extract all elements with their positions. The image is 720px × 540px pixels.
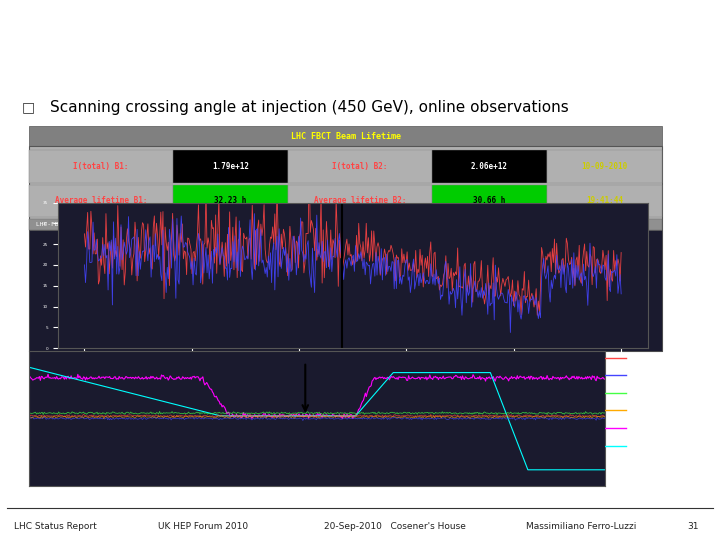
- Text: LHC-FBCT Average Lifetime: LHC-FBCT Average Lifetime: [36, 222, 130, 227]
- FancyBboxPatch shape: [173, 185, 288, 217]
- Text: Separation: Separation: [632, 443, 659, 448]
- Text: Massimiliano Ferro-Luzzi: Massimiliano Ferro-Luzzi: [526, 522, 636, 531]
- Text: 20-Sep-2010   Cosener's House: 20-Sep-2010 Cosener's House: [324, 522, 466, 531]
- FancyBboxPatch shape: [29, 150, 173, 183]
- Text: Horizontal Beam 1: Horizontal Beam 1: [632, 355, 678, 360]
- FancyBboxPatch shape: [29, 219, 662, 230]
- Text: 30.66 h: 30.66 h: [474, 197, 505, 205]
- Text: 31: 31: [687, 522, 698, 531]
- FancyBboxPatch shape: [29, 146, 662, 351]
- Text: 1.79e+12: 1.79e+12: [212, 162, 249, 171]
- Text: 2.06e+12: 2.06e+12: [471, 162, 508, 171]
- FancyBboxPatch shape: [547, 150, 662, 183]
- Text: Scanning crossing angle at injection (450 Ge​V), online observations: Scanning crossing angle at injection (45…: [50, 100, 569, 116]
- Text: Horizontal Beam 2: Horizontal Beam 2: [632, 373, 678, 378]
- FancyBboxPatch shape: [547, 185, 662, 217]
- Text: Beam-beam effects: Beam-beam effects: [14, 23, 288, 47]
- Text: LHC Status Report: LHC Status Report: [14, 522, 97, 531]
- Text: 10-09-2010: 10-09-2010: [582, 162, 628, 171]
- Text: 19:41:44: 19:41:44: [586, 197, 624, 205]
- Text: Vertical Beam 1: Vertical Beam 1: [632, 390, 670, 395]
- Text: Average lifetime B2:: Average lifetime B2:: [314, 197, 406, 205]
- FancyBboxPatch shape: [29, 126, 662, 146]
- Text: Crossing angle: Crossing angle: [632, 426, 668, 430]
- Text: Average lifetime B1:: Average lifetime B1:: [55, 197, 147, 205]
- Text: LHC FBCT Beam Lifetime: LHC FBCT Beam Lifetime: [291, 132, 400, 140]
- Text: Vertical Beam 2: Vertical Beam 2: [632, 408, 670, 413]
- X-axis label: Time: Time: [346, 368, 359, 373]
- X-axis label: Time: Time: [310, 505, 323, 510]
- FancyBboxPatch shape: [288, 150, 432, 183]
- FancyBboxPatch shape: [432, 185, 547, 217]
- Text: μrad: μrad: [608, 412, 613, 425]
- FancyBboxPatch shape: [173, 150, 288, 183]
- Text: □: □: [22, 100, 35, 114]
- Text: I(total) B1:: I(total) B1:: [73, 162, 129, 171]
- FancyBboxPatch shape: [29, 230, 662, 351]
- Text: 32.23 h: 32.23 h: [215, 197, 246, 205]
- Text: I(total) B2:: I(total) B2:: [332, 162, 388, 171]
- Text: UK HEP Forum 2010: UK HEP Forum 2010: [158, 522, 248, 531]
- FancyBboxPatch shape: [432, 150, 547, 183]
- FancyBboxPatch shape: [288, 185, 432, 217]
- FancyBboxPatch shape: [29, 185, 173, 217]
